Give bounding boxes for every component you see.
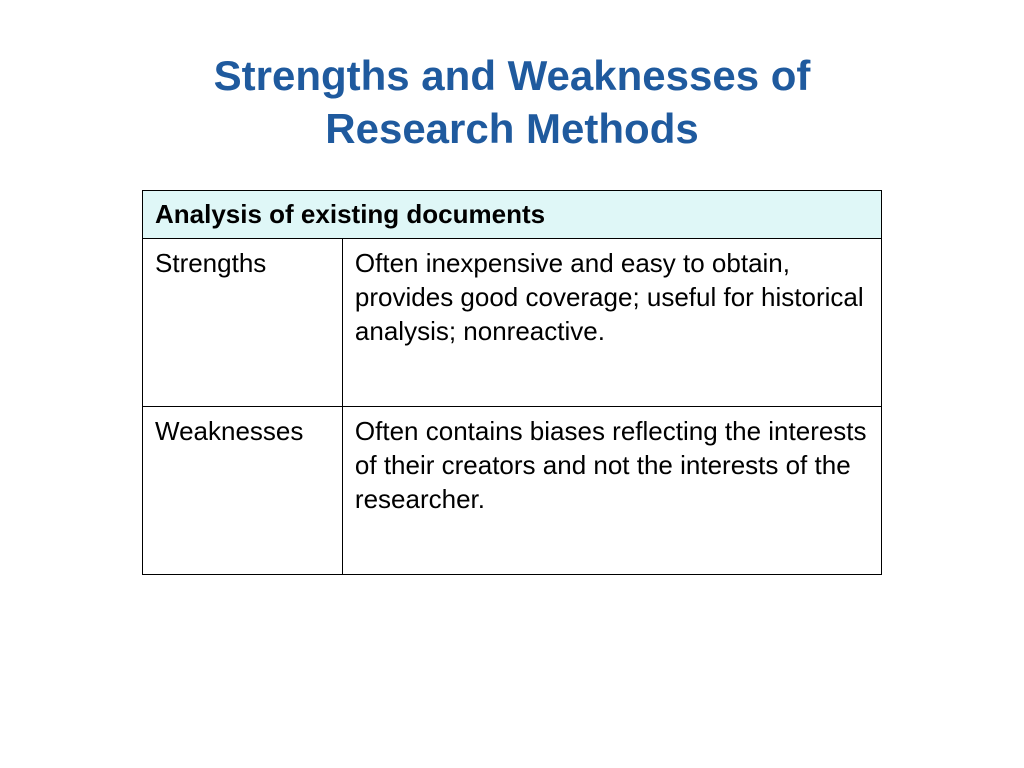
row-label-cell: Strengths	[143, 239, 343, 407]
table-header-cell: Analysis of existing documents	[143, 191, 882, 239]
table-row: Strengths Often inexpensive and easy to …	[143, 239, 882, 407]
row-label-cell: Weaknesses	[143, 407, 343, 575]
title-line-2: Research Methods	[325, 105, 698, 152]
table-row: Weaknesses Often contains biases reflect…	[143, 407, 882, 575]
row-content-cell: Often inexpensive and easy to obtain, pr…	[342, 239, 881, 407]
research-methods-table: Analysis of existing documents Strengths…	[142, 190, 882, 575]
title-line-1: Strengths and Weaknesses of	[214, 52, 811, 99]
table-header-row: Analysis of existing documents	[143, 191, 882, 239]
row-content-cell: Often contains biases reflecting the int…	[342, 407, 881, 575]
slide-title: Strengths and Weaknesses of Research Met…	[60, 50, 964, 155]
